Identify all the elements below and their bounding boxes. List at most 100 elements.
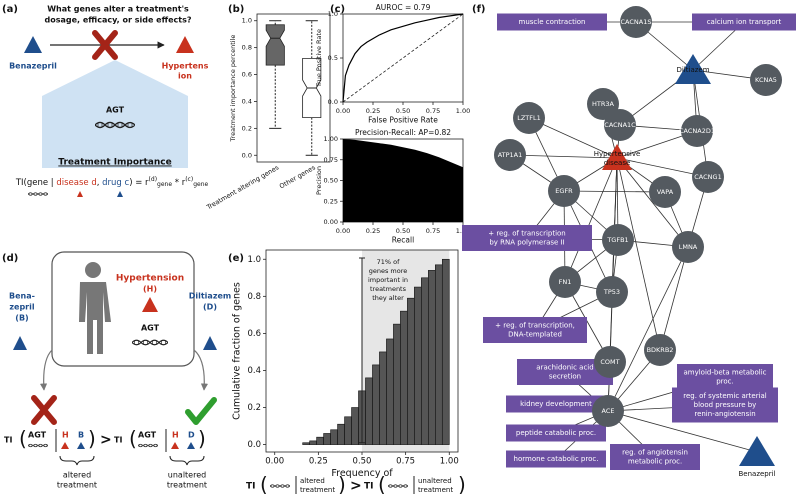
comparison: TI ( AGT H B ) > TI ( AGT H D ) <box>4 427 206 452</box>
gene-label: CACNA1C <box>604 121 636 129</box>
y-axis-label: Treatment importance percentile <box>229 35 237 143</box>
drug-code: D <box>188 431 195 440</box>
process-label: kidney development <box>520 400 592 408</box>
disease-label: disease <box>604 159 631 167</box>
brace <box>59 455 95 466</box>
dna-icon <box>132 339 168 346</box>
annotation: they alter <box>372 294 404 302</box>
network: muscle contraction calcium ion transport +… <box>462 6 796 478</box>
ti: TI <box>114 436 122 445</box>
edge <box>564 157 618 283</box>
reference-line <box>342 13 464 103</box>
disease-icon <box>142 297 158 312</box>
paren: ( <box>378 473 386 494</box>
gene-label: LMNA <box>679 243 698 251</box>
gene-node <box>513 102 545 134</box>
disease-label: Hypertensive <box>594 150 641 158</box>
panel-label: (c) <box>330 4 345 15</box>
formula-part: , <box>97 178 100 188</box>
x-tick-label: 0.50 <box>353 457 372 467</box>
shape <box>85 262 101 278</box>
y-tick-label: 0.5 <box>328 54 338 62</box>
process-label: + reg. of transcription, <box>495 322 575 330</box>
bar <box>400 310 408 445</box>
cross <box>92 30 118 60</box>
gene-node <box>672 231 704 263</box>
dna-icon <box>388 484 408 488</box>
bar <box>379 351 387 445</box>
disease-icon <box>61 442 69 449</box>
drug-icon <box>24 36 42 53</box>
paren: ( <box>260 473 268 494</box>
x-tick-label: 0.75 <box>426 227 440 235</box>
process-box <box>483 317 587 343</box>
drug-icon <box>203 336 217 350</box>
y-tick-label: 0.8 <box>242 44 252 52</box>
greater-than: > <box>350 478 362 494</box>
arrow <box>193 349 209 391</box>
gene-label: FN1 <box>559 278 572 286</box>
formula: TI(gene | disease d, drug c) = r(d)gene … <box>15 176 209 188</box>
process-label: calcium ion transport <box>707 18 782 26</box>
bar <box>337 423 345 445</box>
gene-node <box>649 176 681 208</box>
gene-node <box>596 276 628 308</box>
gene-node <box>592 395 624 427</box>
edge <box>509 154 618 159</box>
y-tick-label: 0.0 <box>247 440 261 450</box>
dna-icon <box>270 484 290 488</box>
note: treatment <box>57 481 97 490</box>
disease-code: H <box>172 431 179 440</box>
paren: ) <box>198 427 206 451</box>
gene-node <box>549 266 581 298</box>
y-axis-label: Cumulative fraction of genes <box>231 282 242 420</box>
formula-part: TI(gene | <box>15 178 54 188</box>
y-tick-label: 0.2 <box>242 124 252 132</box>
gene-label: VAPA <box>657 188 674 196</box>
edge <box>607 410 758 453</box>
x-tick-label: 0.25 <box>309 457 328 467</box>
process-box <box>610 444 700 470</box>
formula-part: * r <box>172 178 186 188</box>
x-tick-label: 0.50 <box>396 107 410 115</box>
process-box <box>497 13 607 31</box>
drug-label: Diltiazem <box>189 292 232 301</box>
disease-code: (H) <box>143 285 157 294</box>
gene-node <box>750 64 782 96</box>
x-tick-label: 0.75 <box>426 107 440 115</box>
x-tick-label: Treatment altering genes <box>204 163 280 212</box>
annotation: important in <box>368 276 408 284</box>
gene-node <box>604 109 636 141</box>
x-tick-label: 0.75 <box>396 457 415 467</box>
drug-icon <box>77 442 85 449</box>
formula-part: (d) <box>149 176 158 183</box>
x-tick-label: 0.00 <box>336 107 350 115</box>
x-tick-label: 0.00 <box>336 227 350 235</box>
gene-node <box>620 6 652 38</box>
y-tick-label: 0.8 <box>247 292 261 302</box>
panel-e-formula: TI ( altered treatment ) > TI ( unaltere… <box>246 473 466 494</box>
drug-label: Diltiazem <box>676 66 709 74</box>
note: treatment <box>300 486 335 494</box>
chart-title: AUROC = 0.79 <box>376 3 431 12</box>
gene-label: KCNA5 <box>755 76 777 84</box>
heading: Treatment Importance <box>58 158 171 168</box>
gene-label: CACNA2D1 <box>679 127 715 135</box>
note: altered <box>63 471 91 480</box>
drug-node <box>739 436 775 466</box>
y-tick-label: 0.25 <box>324 197 338 205</box>
panel-label: (b) <box>228 4 244 15</box>
gene-house <box>42 60 188 168</box>
y-tick-label: 0.0 <box>328 98 338 106</box>
chart-title: Precision-Recall: AP=0.82 <box>355 128 451 137</box>
edge <box>607 246 689 412</box>
drug-icon <box>117 191 123 197</box>
note: altered <box>300 477 325 485</box>
arrow <box>39 349 53 391</box>
bar <box>435 264 443 445</box>
process-label: amyloid-beta metabolic <box>683 369 766 377</box>
bar <box>365 377 373 445</box>
process-label: peptide catabolic proc. <box>516 429 596 437</box>
x-tick-label: 0.00 <box>265 457 284 467</box>
panel-label: (a) <box>2 4 18 15</box>
